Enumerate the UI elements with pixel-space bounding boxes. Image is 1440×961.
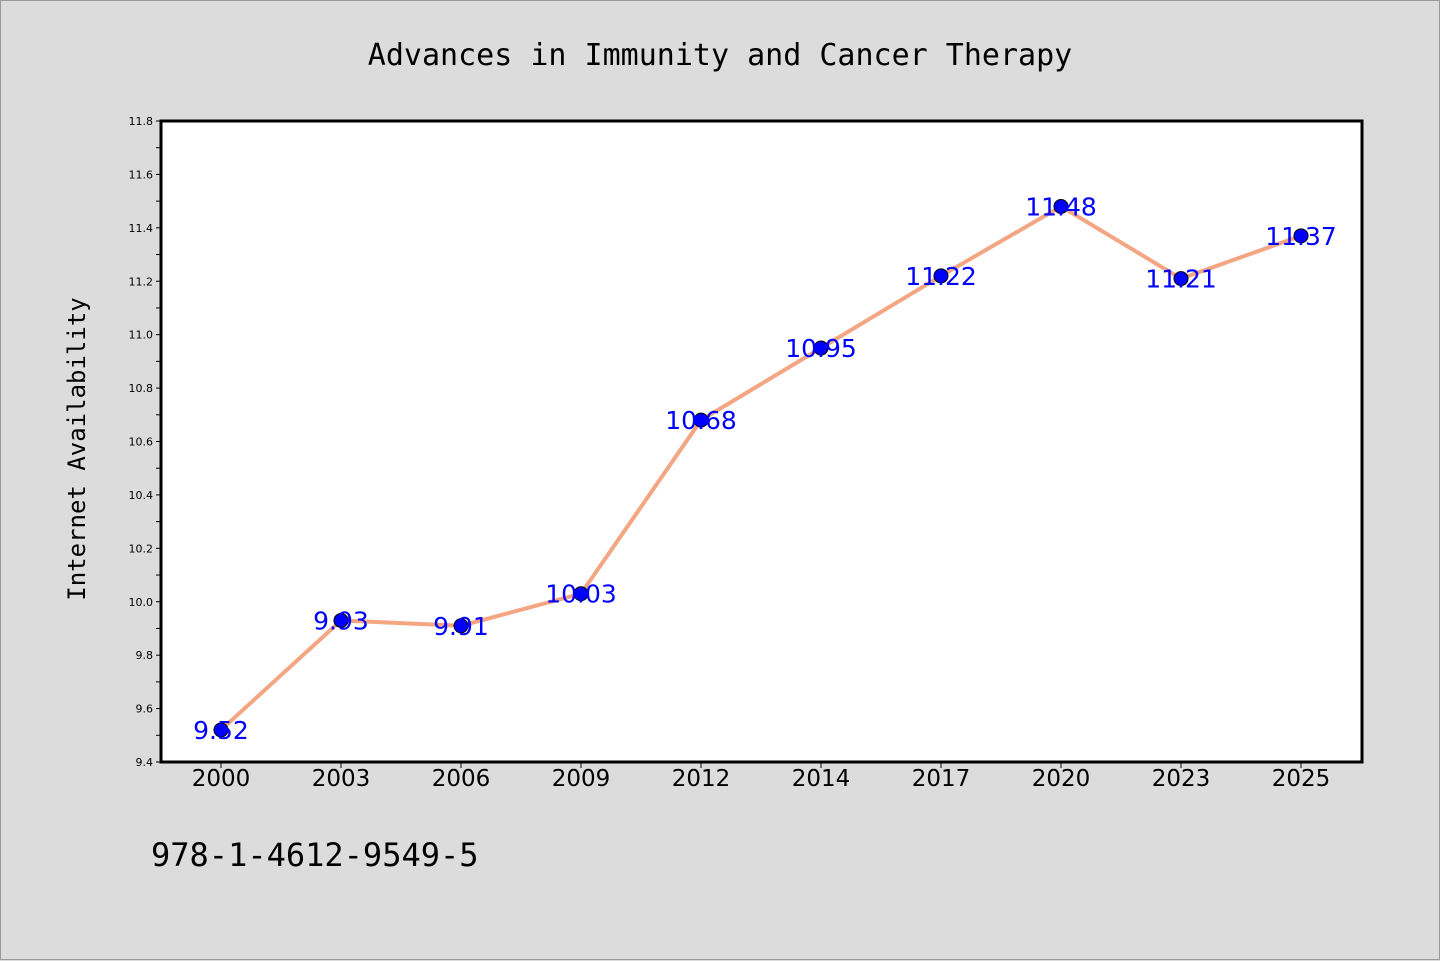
y-tick-label: 10.2	[129, 542, 154, 555]
data-label: 11.48	[1025, 192, 1097, 221]
data-point	[933, 268, 949, 284]
y-tick-label: 10.0	[129, 596, 154, 609]
y-tick-label: 10.8	[129, 382, 154, 395]
data-label: 9.93	[313, 606, 369, 635]
chart-title: Advances in Immunity and Cancer Therapy	[368, 38, 1072, 73]
y-tick-label: 10.4	[129, 489, 154, 502]
y-tick-label: 11.2	[129, 275, 154, 288]
data-point	[333, 612, 349, 628]
y-tick-label: 11.6	[129, 168, 154, 181]
y-tick-label: 10.6	[129, 436, 154, 449]
x-tick-label: 2017	[912, 766, 971, 792]
data-label: 10.95	[785, 334, 857, 363]
data-label: 10.68	[665, 406, 737, 435]
x-tick-label: 2020	[1032, 766, 1091, 792]
data-point	[453, 618, 469, 634]
y-axis-label: Internet Availability	[63, 297, 91, 600]
x-tick-label: 2009	[552, 766, 611, 792]
y-tick-label: 9.8	[136, 649, 154, 662]
y-tick-label: 11.0	[129, 329, 154, 342]
series-layer: 9.52 9.93 9.91 10.03 10.68 10.95 11.22 11.48 11.…	[193, 192, 1337, 744]
x-axis: 2000 2003 2006 2009 2012 2014 2017 2020 2023 2025	[192, 762, 1331, 792]
x-tick-label: 2014	[792, 766, 851, 792]
y-tick-label: 9.4	[136, 756, 154, 769]
footer-isbn: 978-1-4612-9549-5	[151, 836, 479, 874]
x-tick-label: 2006	[432, 766, 491, 792]
data-point	[693, 412, 709, 428]
series-line	[219, 204, 1303, 732]
y-tick-label: 9.6	[136, 703, 154, 716]
data-point	[1053, 198, 1069, 214]
data-label: 9.91	[433, 612, 489, 641]
data-point	[1173, 271, 1189, 287]
x-tick-label: 2000	[192, 766, 251, 792]
data-point	[813, 340, 829, 356]
data-label: 9.52	[193, 716, 249, 745]
x-tick-label: 2012	[672, 766, 731, 792]
x-tick-label: 2025	[1272, 766, 1331, 792]
y-tick-label: 11.4	[129, 222, 154, 235]
data-label: 11.21	[1145, 265, 1217, 294]
data-point	[573, 586, 589, 602]
x-tick-label: 2003	[312, 766, 371, 792]
plot-frame	[159, 119, 1364, 764]
plot-area	[161, 121, 1362, 762]
data-label: 11.37	[1265, 222, 1337, 251]
x-tick-label: 2023	[1152, 766, 1211, 792]
y-axis: 9.4 9.6 9.8 10.0 10.2 10.4 10.6 10.8 11.0 11.2 11.…	[129, 115, 161, 769]
data-point	[213, 722, 229, 738]
data-point	[1293, 228, 1309, 244]
y-tick-label: 11.8	[129, 115, 154, 128]
data-label: 11.22	[905, 262, 977, 291]
data-label: 10.03	[545, 580, 617, 609]
